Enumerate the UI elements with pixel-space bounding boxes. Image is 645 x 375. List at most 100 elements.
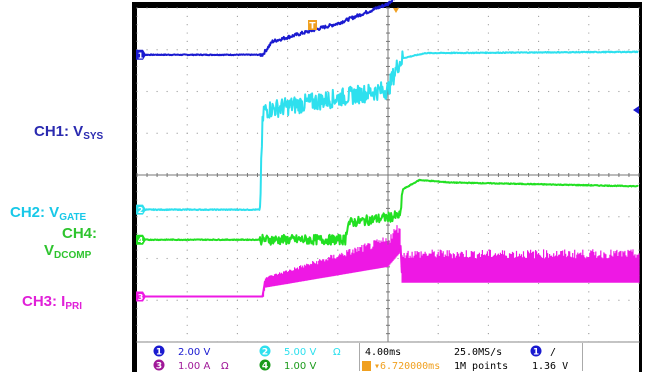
grid-dot [427, 90, 429, 93]
grid-dot [226, 257, 228, 260]
grid-dot [538, 40, 540, 43]
grid-dot [588, 241, 590, 243]
ch4-badge[interactable] [259, 359, 271, 371]
grid-dot [186, 216, 188, 218]
ch4-label-sub: DCOMP [54, 250, 92, 261]
grid-dot [538, 216, 540, 218]
grid-dot [588, 216, 590, 218]
grid-dot [507, 49, 510, 51]
grid-dot [427, 49, 429, 51]
grid-dot [538, 249, 540, 251]
grid-dot [236, 24, 238, 26]
grid-dot [638, 166, 640, 168]
ch3-badge[interactable] [153, 359, 165, 371]
grid-dot [287, 166, 289, 168]
grid-dot [588, 74, 590, 76]
grid-dot [236, 274, 238, 276]
grid-dot [437, 207, 439, 209]
grid-dot [176, 132, 178, 134]
grid-dot [186, 7, 188, 9]
grid-dot [638, 316, 640, 318]
grid-dot [287, 115, 289, 118]
grid-dot [437, 24, 439, 26]
grid-dot [487, 224, 489, 226]
grid-dot [407, 216, 409, 218]
grid-dot [186, 49, 188, 51]
ch2-badge[interactable] [259, 345, 271, 357]
grid-dot [136, 40, 138, 43]
trigger-marker: T [308, 8, 639, 114]
grid-dot [186, 40, 188, 43]
grid-dot [246, 132, 249, 134]
grid-dot [477, 132, 479, 134]
grid-dot [618, 49, 620, 51]
grid-dot [568, 216, 570, 218]
grid-dot [638, 199, 640, 201]
grid-dot [186, 115, 188, 118]
grid-dot [538, 49, 540, 51]
grid-dot [206, 257, 208, 260]
grid-dot [437, 32, 439, 34]
grid-dot [437, 99, 439, 101]
grid-dot [196, 49, 198, 51]
grid-dot [598, 216, 600, 218]
ch4-label-v: V [44, 242, 55, 259]
grid-dot [538, 24, 540, 26]
grid-dot [638, 7, 640, 9]
grid-dot [447, 7, 449, 9]
grid-dot [266, 7, 269, 9]
grid-dot [477, 216, 479, 218]
grid-dot [538, 316, 540, 318]
grid-dot [588, 82, 590, 84]
ch2-bandwidth-icon: Ω [333, 347, 341, 358]
grid-dot [136, 324, 138, 326]
grid-dot [337, 308, 339, 310]
grid-dot [216, 49, 218, 51]
grid-dot [417, 299, 419, 301]
grid-dot [517, 49, 520, 51]
grid-dot [407, 299, 409, 301]
grid-dot [397, 299, 399, 301]
grid-dot [608, 299, 610, 301]
trigger-source-badge[interactable] [530, 345, 542, 357]
grid-dot [136, 115, 138, 118]
grid-dot [588, 32, 590, 34]
grid-dot [307, 7, 309, 9]
grid-dot [136, 266, 138, 268]
grid-dot [136, 224, 138, 226]
grid-dot [146, 299, 148, 301]
grid-dot [538, 107, 540, 109]
grid-dot [236, 266, 238, 268]
grid-dot [307, 49, 309, 51]
grid-dot [487, 99, 489, 101]
ch4-ground-marker-label: 4 [138, 236, 144, 245]
grid-dot [287, 124, 289, 126]
grid-dot [176, 257, 178, 260]
grid-dot [186, 324, 188, 326]
grid-dot [548, 216, 550, 218]
ch1-badge[interactable] [153, 345, 165, 357]
grid-dot [136, 132, 138, 134]
grid-dot [186, 257, 188, 260]
grid-dot [186, 166, 188, 168]
grid-dot [477, 90, 479, 93]
grid-dot [457, 49, 459, 51]
grid-dot [487, 24, 489, 26]
grid-dot [608, 49, 610, 51]
ch3-bandwidth-icon: Ω [221, 361, 229, 372]
grid-dot [638, 141, 640, 143]
grid-dot [236, 216, 238, 218]
grid-dot [578, 216, 580, 218]
grid-dot [287, 333, 289, 335]
grid-dot [568, 49, 570, 51]
grid-dot [206, 49, 208, 51]
grid-dot [467, 216, 469, 218]
grid-dot [236, 107, 238, 109]
grid-dot [287, 182, 289, 184]
grid-dot [588, 316, 590, 318]
grid-dot [236, 82, 238, 84]
grid-dot [497, 216, 500, 218]
grid-dot [638, 15, 640, 17]
grid-dot [236, 57, 238, 59]
